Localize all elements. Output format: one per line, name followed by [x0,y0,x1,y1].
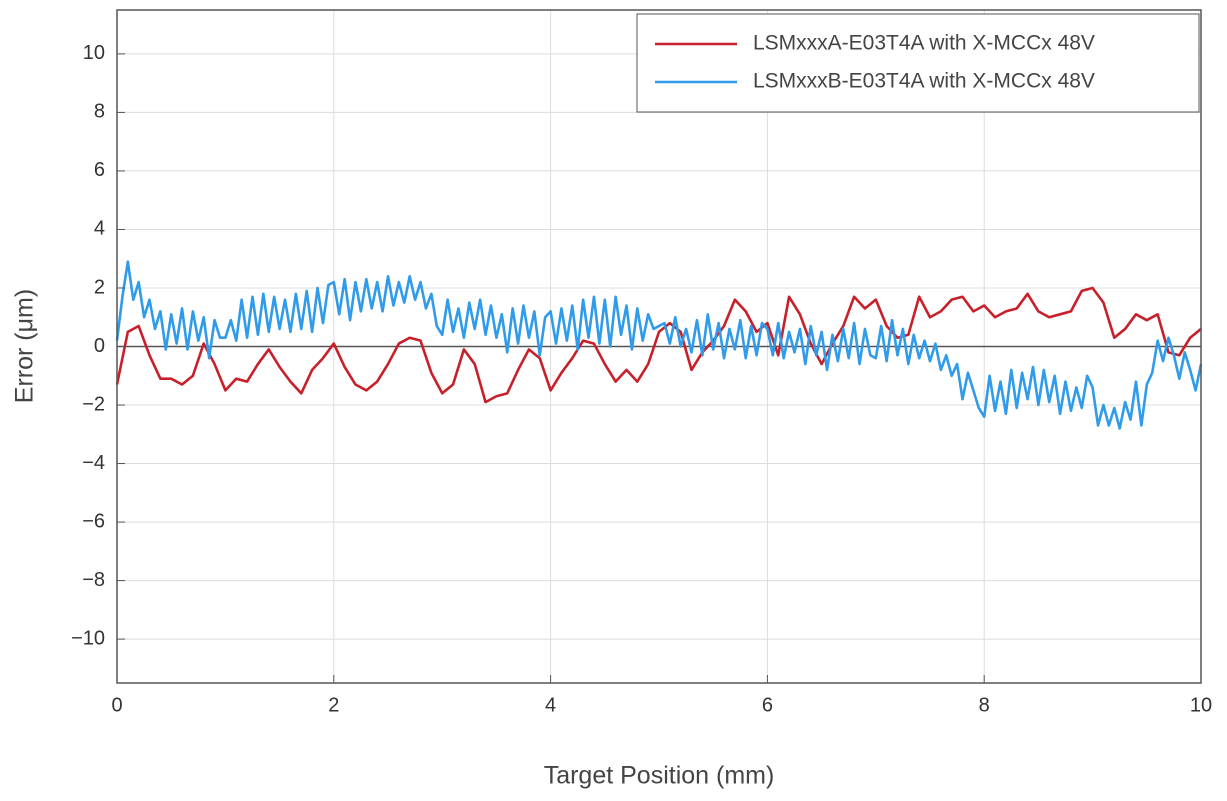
y-tick-label: 4 [94,218,105,240]
ticks: 0 2 4 6 8 10 −10 −8 −6 −4 −2 0 2 4 6 8 10 [71,42,1212,716]
x-tick-label: 10 [1190,694,1212,716]
y-tick-label: −6 [82,510,105,532]
legend: LSMxxxA-E03T4A with X-MCCx 48V LSMxxxB-E0… [636,13,1200,113]
legend-label: LSMxxxA-E03T4A with X-MCCx 48V [753,32,1095,55]
plot-lines [115,260,1203,430]
x-tick-label: 6 [762,694,773,716]
y-tick-label: 0 [94,335,105,357]
data-line [115,260,1203,430]
y-tick-label: −4 [82,452,105,474]
x-tick-label: 8 [979,694,990,716]
legend-box [636,13,1200,113]
data-line [115,286,1202,404]
x-axis-label: Target Position (mm) [544,762,775,790]
y-tick-label: 2 [94,276,105,298]
y-tick-label: 6 [94,159,105,181]
y-tick-label: −8 [82,569,105,591]
y-tick-label: −2 [82,393,105,415]
y-tick-label: −10 [71,627,105,649]
x-tick-label: 4 [545,694,556,716]
legend-label: LSMxxxB-E03T4A with X-MCCx 48V [753,70,1095,93]
y-axis-label: Error (μm) [11,289,39,403]
x-tick-label: 0 [111,694,122,716]
x-tick-label: 2 [328,694,339,716]
y-tick-label: 10 [83,42,105,64]
y-tick-label: 8 [94,101,105,123]
